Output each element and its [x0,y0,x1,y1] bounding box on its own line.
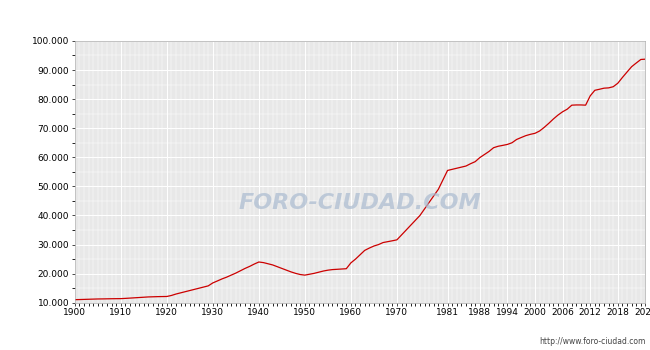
Text: Guadalajara (Municipio) - Evolucion del numero de Habitantes: Guadalajara (Municipio) - Evolucion del … [118,12,532,26]
Text: FORO-CIUDAD.COM: FORO-CIUDAD.COM [239,193,482,213]
Text: http://www.foro-ciudad.com: http://www.foro-ciudad.com [539,337,645,346]
